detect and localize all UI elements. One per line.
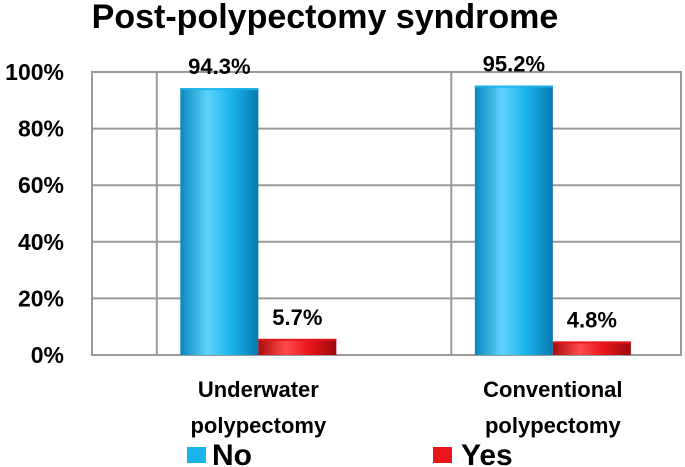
- y-tick-label: 80%: [18, 116, 64, 142]
- legend: No Yes: [187, 439, 513, 467]
- plot-area: [91, 71, 682, 356]
- bar-no-1: [180, 88, 259, 356]
- legend-swatch-yes: [433, 447, 452, 463]
- data-label: 94.3%: [188, 54, 250, 79]
- legend-label-yes: Yes: [461, 439, 513, 467]
- y-tick-label: 100%: [5, 59, 64, 85]
- y-tick-label: 60%: [18, 172, 64, 198]
- data-label: 5.7%: [272, 305, 322, 330]
- bar-top-edge: [180, 88, 259, 91]
- legend-label-no: No: [212, 439, 252, 467]
- legend-swatch-no: [187, 447, 206, 463]
- category-label: polypectomy: [485, 413, 621, 438]
- bar-top-edge: [474, 85, 553, 88]
- bar-top-edge: [552, 341, 631, 344]
- category-label: Conventional: [483, 377, 622, 402]
- bar-yes-1: [258, 338, 337, 355]
- bar-no-2: [474, 85, 553, 356]
- data-label: 95.2%: [483, 52, 545, 77]
- data-label: 4.8%: [567, 307, 617, 332]
- chart-title: Post-polypectomy syndrome: [92, 0, 559, 36]
- bar-top-edge: [258, 338, 337, 341]
- category-label: Underwater: [198, 377, 319, 402]
- bar-yes-2: [552, 341, 631, 355]
- y-tick-label: 20%: [18, 285, 64, 311]
- y-tick-label: 0%: [31, 342, 64, 368]
- category-label: polypectomy: [190, 413, 326, 438]
- y-tick-label: 40%: [18, 229, 64, 255]
